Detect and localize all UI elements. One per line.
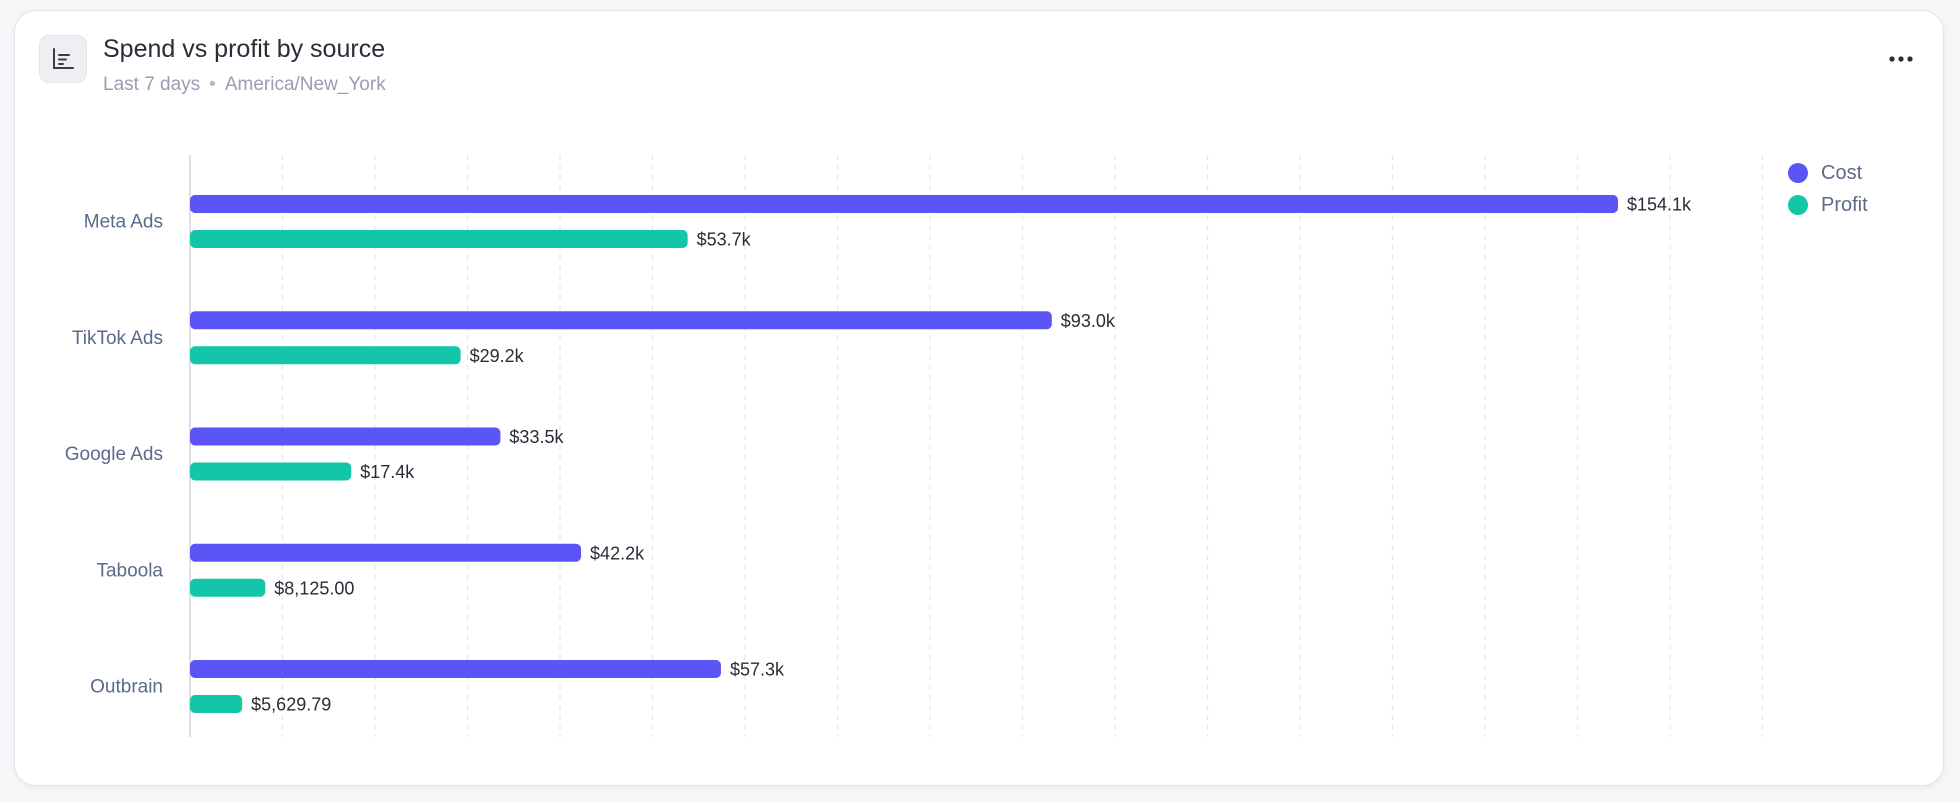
bar-profit-tiktok-ads[interactable] bbox=[190, 346, 461, 365]
chart-title: Spend vs profit by source bbox=[103, 35, 386, 63]
more-options-button[interactable] bbox=[1879, 41, 1923, 77]
data-label-cost-outbrain: $57.3k bbox=[730, 660, 785, 680]
bar-cost-outbrain[interactable] bbox=[190, 660, 721, 678]
legend-item-cost[interactable]: Cost bbox=[1788, 157, 1868, 189]
chart-legend: Cost Profit bbox=[1788, 157, 1868, 221]
data-label-cost-meta-ads: $154.1k bbox=[1627, 195, 1692, 215]
data-label-profit-tiktok-ads: $29.2k bbox=[470, 346, 525, 366]
bar-cost-meta-ads[interactable] bbox=[190, 195, 1618, 213]
data-label-cost-taboola: $42.2k bbox=[590, 543, 645, 563]
category-label-outbrain: Outbrain bbox=[90, 677, 163, 698]
data-label-cost-google-ads: $33.5k bbox=[509, 427, 564, 447]
bar-profit-outbrain[interactable] bbox=[190, 695, 243, 713]
category-label-taboola: Taboola bbox=[96, 560, 163, 581]
category-label-tiktok-ads: TikTok Ads bbox=[72, 328, 163, 349]
chart-card: Spend vs profit by source Last 7 days • Am… bbox=[14, 10, 1944, 786]
chart-subtitle: Last 7 days • America/New_York bbox=[103, 74, 386, 96]
bar-profit-meta-ads[interactable] bbox=[190, 230, 688, 248]
data-label-profit-taboola: $8,125.00 bbox=[274, 578, 354, 598]
timezone-label: America/New_York bbox=[224, 74, 386, 95]
category-label-meta-ads: Meta Ads bbox=[84, 212, 163, 233]
data-label-profit-outbrain: $5,629.79 bbox=[251, 695, 331, 715]
bar-profit-google-ads[interactable] bbox=[190, 462, 352, 481]
bar-cost-google-ads[interactable] bbox=[190, 427, 501, 446]
legend-swatch-cost bbox=[1788, 163, 1808, 183]
bar-profit-taboola[interactable] bbox=[190, 578, 266, 597]
legend-label-profit: Profit bbox=[1821, 193, 1868, 216]
bar-cost-taboola[interactable] bbox=[190, 543, 582, 562]
data-label-profit-meta-ads: $53.7k bbox=[697, 230, 752, 250]
data-label-cost-tiktok-ads: $93.0k bbox=[1061, 311, 1116, 331]
category-label-google-ads: Google Ads bbox=[65, 444, 163, 465]
data-label-profit-google-ads: $17.4k bbox=[360, 462, 415, 482]
legend-label-cost: Cost bbox=[1821, 161, 1863, 184]
bar-chart-icon bbox=[39, 35, 87, 83]
separator-dot: • bbox=[209, 74, 216, 95]
more-horizontal-icon bbox=[1889, 56, 1913, 62]
bar-cost-tiktok-ads[interactable] bbox=[190, 311, 1052, 330]
legend-item-profit[interactable]: Profit bbox=[1788, 189, 1868, 221]
legend-swatch-profit bbox=[1788, 195, 1808, 215]
date-range-label: Last 7 days bbox=[103, 74, 201, 95]
